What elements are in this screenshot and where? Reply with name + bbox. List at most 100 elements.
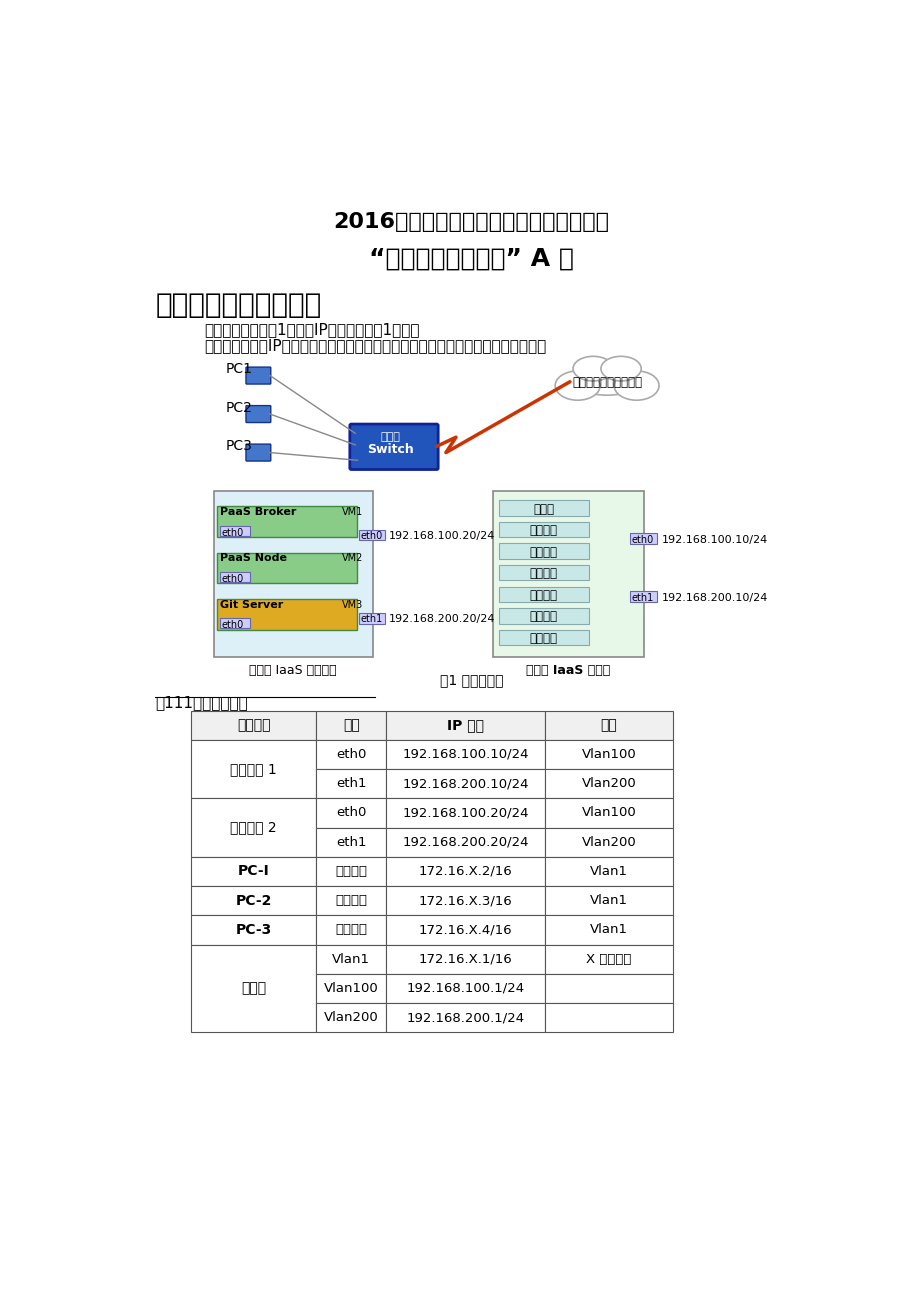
Text: X 为考位号: X 为考位号 — [585, 952, 631, 965]
FancyBboxPatch shape — [217, 553, 357, 583]
Text: PC-2: PC-2 — [235, 894, 272, 908]
Text: Git Server: Git Server — [221, 600, 283, 610]
Text: 192.168.100.20/24: 192.168.100.20/24 — [388, 531, 494, 541]
Text: 172.16.X.1/16: 172.16.X.1/16 — [418, 952, 512, 965]
FancyBboxPatch shape — [630, 591, 656, 602]
Text: 172.16.X.4/16: 172.16.X.4/16 — [418, 924, 512, 937]
FancyBboxPatch shape — [316, 1003, 386, 1033]
Text: VM3: VM3 — [342, 600, 363, 610]
FancyBboxPatch shape — [545, 857, 673, 886]
Text: 本地连接: 本地连接 — [335, 894, 367, 907]
Text: Vlan1: Vlan1 — [589, 894, 628, 907]
FancyBboxPatch shape — [316, 740, 386, 769]
Text: 192.168.200.10/24: 192.168.200.10/24 — [402, 777, 528, 790]
FancyBboxPatch shape — [316, 857, 386, 886]
FancyBboxPatch shape — [358, 530, 385, 540]
Text: 云效劳器 2: 云效劳器 2 — [230, 821, 277, 834]
FancyBboxPatch shape — [386, 769, 545, 799]
Text: Vlan100: Vlan100 — [581, 807, 636, 820]
Text: PC1: PC1 — [225, 363, 253, 376]
Text: 数据库: 数据库 — [532, 502, 553, 515]
FancyBboxPatch shape — [386, 827, 545, 857]
Text: Vlan1: Vlan1 — [589, 924, 628, 937]
Text: 镜像服务: 镜像服务 — [529, 567, 557, 580]
Text: eth1: eth1 — [335, 835, 367, 848]
Text: 2016年全国职业院校技能大赛（高职组）: 2016年全国职业院校技能大赛（高职组） — [333, 212, 609, 232]
Text: 表111）地址规划表: 表111）地址规划表 — [155, 695, 248, 710]
FancyBboxPatch shape — [386, 799, 545, 827]
Text: 接口: 接口 — [343, 718, 359, 732]
FancyBboxPatch shape — [386, 945, 545, 974]
Text: 192.168.100.20/24: 192.168.100.20/24 — [402, 807, 528, 820]
Text: 192.168.100.1/24: 192.168.100.1/24 — [406, 982, 524, 995]
FancyBboxPatch shape — [386, 974, 545, 1003]
FancyBboxPatch shape — [386, 886, 545, 916]
FancyBboxPatch shape — [245, 367, 270, 384]
FancyBboxPatch shape — [221, 618, 250, 628]
FancyBboxPatch shape — [499, 587, 588, 602]
Text: 本地连接: 本地连接 — [335, 924, 367, 937]
Text: Vlan200: Vlan200 — [581, 777, 636, 790]
Text: 第一局部：云平台架构: 第一局部：云平台架构 — [155, 291, 322, 319]
Ellipse shape — [614, 371, 658, 401]
Text: Vlan1: Vlan1 — [332, 952, 370, 965]
Text: eth1: eth1 — [631, 593, 653, 602]
FancyBboxPatch shape — [191, 916, 316, 945]
FancyBboxPatch shape — [358, 613, 385, 623]
Text: 192.168.100.10/24: 192.168.100.10/24 — [661, 535, 766, 545]
FancyBboxPatch shape — [316, 945, 386, 974]
Text: 172.16.X.3/16: 172.16.X.3/16 — [418, 894, 512, 907]
FancyBboxPatch shape — [221, 526, 250, 536]
FancyBboxPatch shape — [191, 857, 316, 886]
Text: 设备名称: 设备名称 — [237, 718, 270, 732]
Text: Vlan100: Vlan100 — [581, 748, 636, 761]
FancyBboxPatch shape — [545, 974, 673, 1003]
Text: 192.168.100.10/24: 192.168.100.10/24 — [402, 748, 528, 761]
Text: eth1: eth1 — [335, 777, 367, 790]
Text: 说明: 说明 — [600, 718, 617, 732]
Text: 192.168.200.1/24: 192.168.200.1/24 — [406, 1011, 524, 1024]
Text: 192.168.200.20/24: 192.168.200.20/24 — [388, 614, 494, 624]
FancyBboxPatch shape — [245, 406, 270, 423]
FancyBboxPatch shape — [214, 490, 373, 657]
FancyBboxPatch shape — [499, 522, 588, 537]
Text: eth0: eth0 — [360, 531, 382, 541]
Text: Vlan1: Vlan1 — [589, 865, 628, 878]
FancyBboxPatch shape — [499, 630, 588, 645]
FancyBboxPatch shape — [545, 710, 673, 740]
Text: 消息服务: 消息服务 — [529, 524, 557, 537]
Ellipse shape — [554, 371, 599, 401]
FancyBboxPatch shape — [221, 572, 250, 582]
Text: 整合服务: 整合服务 — [529, 632, 557, 645]
Text: 赛项系统架构如图1所示，IP地址规划如表1所示。: 赛项系统架构如图1所示，IP地址规划如表1所示。 — [204, 321, 419, 337]
FancyBboxPatch shape — [386, 857, 545, 886]
Text: IP 地址: IP 地址 — [447, 718, 483, 732]
Text: Vlan100: Vlan100 — [323, 982, 379, 995]
Text: 云效劳器 1: 云效劳器 1 — [230, 762, 277, 775]
Text: eth0: eth0 — [631, 535, 653, 545]
FancyBboxPatch shape — [191, 799, 316, 857]
FancyBboxPatch shape — [316, 886, 386, 916]
Text: VM1: VM1 — [342, 507, 363, 518]
FancyBboxPatch shape — [191, 740, 316, 799]
Text: 本地连接: 本地连接 — [335, 865, 367, 878]
Text: PC-I: PC-I — [238, 864, 269, 878]
FancyBboxPatch shape — [545, 740, 673, 769]
FancyBboxPatch shape — [386, 1003, 545, 1033]
Text: PaaS Broker: PaaS Broker — [221, 507, 297, 518]
FancyBboxPatch shape — [545, 916, 673, 945]
Text: eth1: eth1 — [360, 614, 382, 624]
FancyBboxPatch shape — [386, 740, 545, 769]
Text: PC2: PC2 — [225, 401, 253, 415]
Text: PC3: PC3 — [225, 440, 253, 454]
Text: eth0: eth0 — [335, 807, 366, 820]
FancyBboxPatch shape — [316, 710, 386, 740]
FancyBboxPatch shape — [630, 533, 656, 544]
FancyBboxPatch shape — [545, 1003, 673, 1033]
Text: 竞赛系统＋云存储服务: 竞赛系统＋云存储服务 — [572, 376, 641, 389]
FancyBboxPatch shape — [386, 916, 545, 945]
FancyBboxPatch shape — [499, 544, 588, 559]
FancyBboxPatch shape — [191, 886, 316, 916]
FancyBboxPatch shape — [316, 916, 386, 945]
Ellipse shape — [570, 360, 643, 396]
